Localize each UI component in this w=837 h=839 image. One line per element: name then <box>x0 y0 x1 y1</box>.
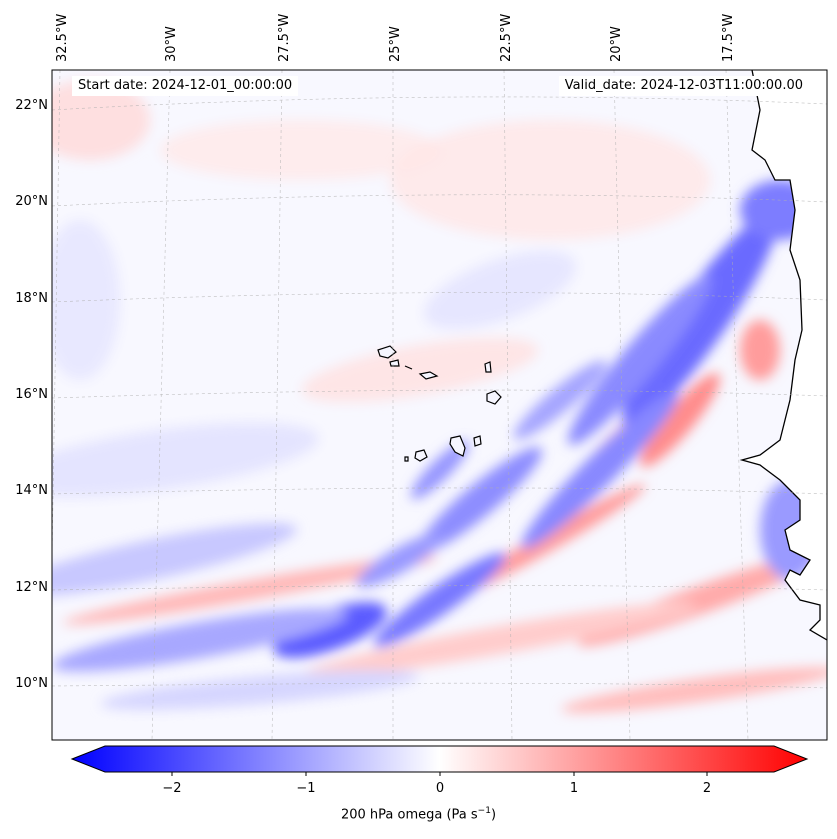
coastline-outline <box>739 70 827 641</box>
map-frame <box>51 69 828 741</box>
colorbar-tick-2: 2 <box>702 781 712 796</box>
valid-date-label: Valid_date: 2024-12-03T11:00:00.00 <box>558 76 809 96</box>
lat-label-12n: 12°N <box>15 580 48 595</box>
africa-coastline <box>742 70 827 640</box>
colorbar-label: 200 hPa omega (Pa s−1) <box>0 806 837 822</box>
lat-label-14n: 14°N <box>15 483 48 498</box>
colorbar-label-exponent: −1 <box>477 806 491 816</box>
cape-verde-islands <box>377 345 502 462</box>
colorbar-label-close: ) <box>490 807 497 823</box>
omega-field <box>52 80 827 713</box>
colorbar-tick-neg1: −1 <box>296 781 316 796</box>
colorbar-tick-neg2: −2 <box>162 781 182 796</box>
lat-label-20n: 20°N <box>15 194 48 209</box>
graticule <box>52 70 827 740</box>
colorbar-tick-1: 1 <box>569 781 579 796</box>
colorbar-tick-0: 0 <box>435 781 445 796</box>
colorbar-label-text: 200 hPa omega (Pa s <box>340 807 478 823</box>
lat-label-10n: 10°N <box>15 676 48 691</box>
start-date-label: Start date: 2024-12-01_00:00:00 <box>72 76 299 96</box>
lat-label-16n: 16°N <box>15 387 48 402</box>
lat-label-18n: 18°N <box>15 291 48 306</box>
lat-label-22n: 22°N <box>15 98 48 113</box>
